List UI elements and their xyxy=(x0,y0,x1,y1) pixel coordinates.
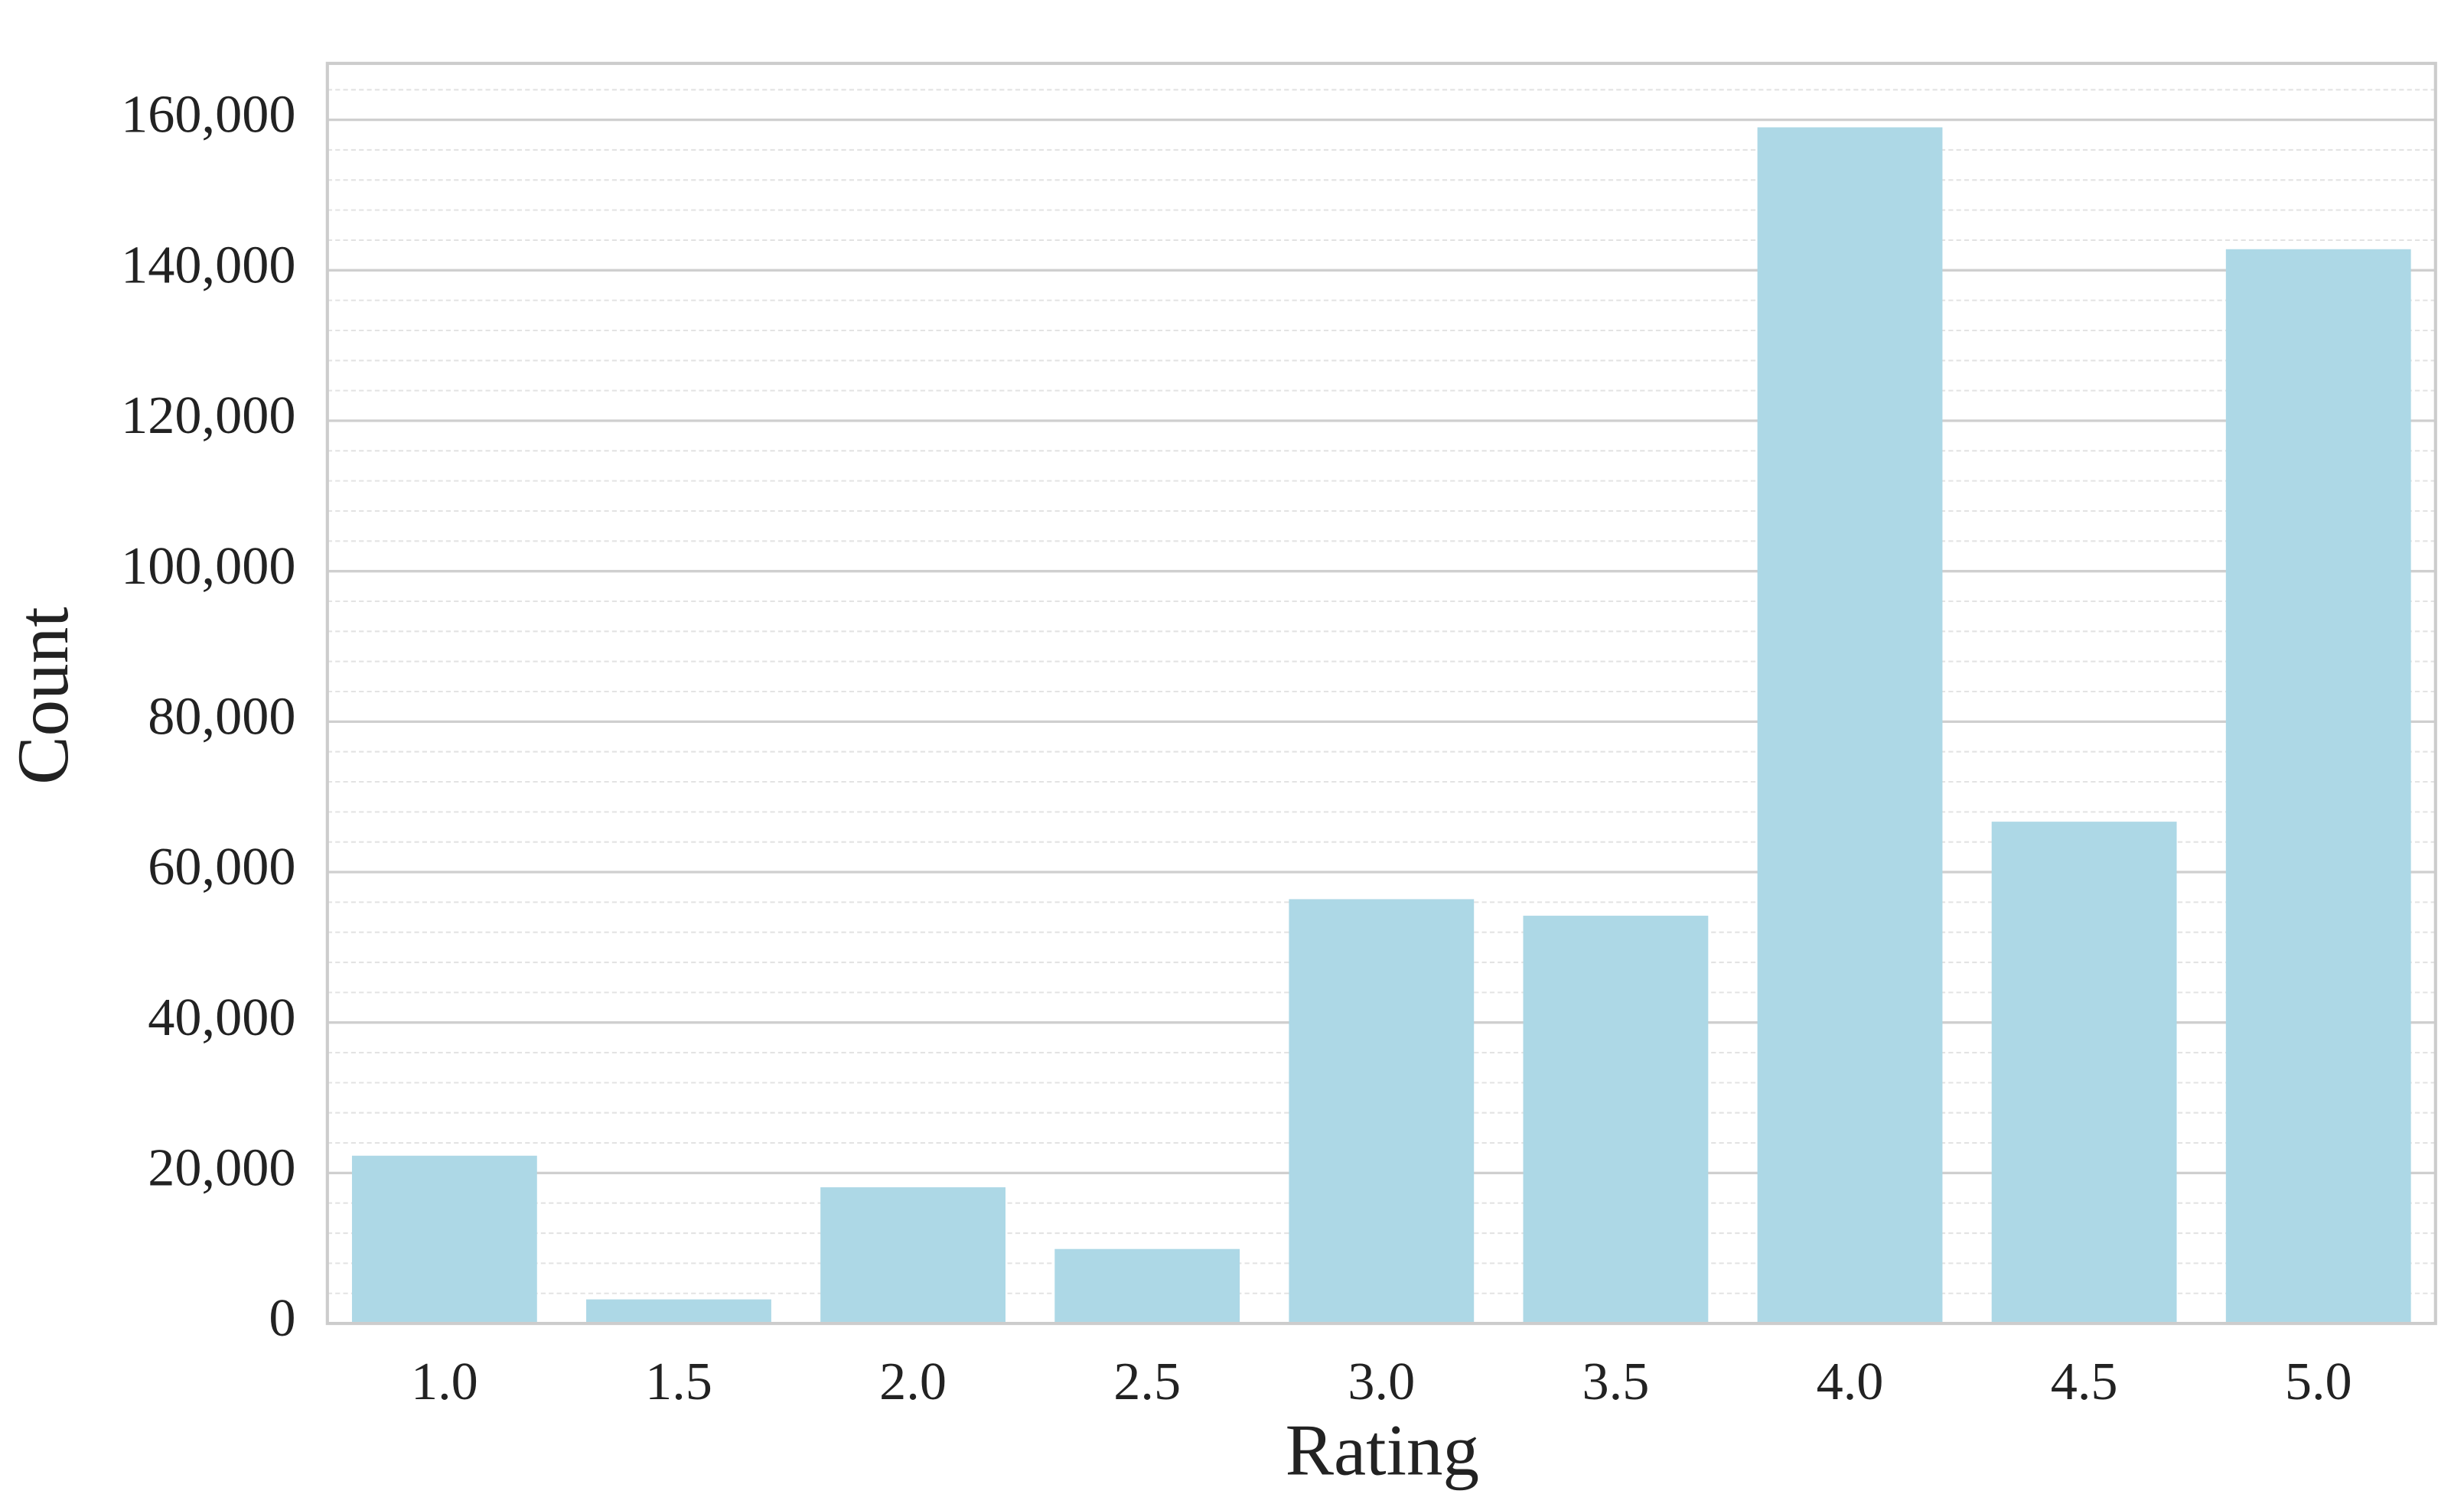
y-tick-label: 140,000 xyxy=(121,235,295,295)
x-tick-label: 3.5 xyxy=(1582,1352,1650,1411)
x-tick-label: 2.0 xyxy=(879,1352,947,1411)
y-tick-label: 40,000 xyxy=(148,988,295,1047)
bar xyxy=(586,1299,771,1324)
y-tick-label: 60,000 xyxy=(148,837,295,897)
bar xyxy=(1991,822,2177,1324)
bar xyxy=(351,1155,537,1324)
x-tick-label: 5.0 xyxy=(2285,1352,2352,1411)
x-tick-label: 4.0 xyxy=(1817,1352,1884,1411)
x-axis-label: Rating xyxy=(1286,1410,1480,1491)
bar xyxy=(820,1187,1006,1324)
bar xyxy=(1054,1248,1240,1324)
x-tick-label: 2.5 xyxy=(1113,1352,1181,1411)
y-tick-label: 0 xyxy=(269,1288,295,1348)
plot-frame xyxy=(325,61,2437,1326)
x-tick-label: 1.0 xyxy=(411,1352,478,1411)
y-axis-label: Count xyxy=(2,607,83,784)
bar xyxy=(1523,916,1709,1324)
bar xyxy=(2225,249,2411,1324)
x-tick-label: 3.0 xyxy=(1348,1352,1415,1411)
x-tick-label: 1.5 xyxy=(645,1352,712,1411)
bar xyxy=(1757,127,1943,1324)
y-tick-label: 20,000 xyxy=(148,1138,295,1198)
x-tick-label: 4.5 xyxy=(2051,1352,2118,1411)
y-tick-label: 100,000 xyxy=(121,536,295,596)
y-tick-label: 80,000 xyxy=(148,686,295,746)
y-tick-label: 160,000 xyxy=(121,85,295,145)
y-tick-label: 120,000 xyxy=(121,386,295,445)
bar xyxy=(1289,899,1475,1324)
